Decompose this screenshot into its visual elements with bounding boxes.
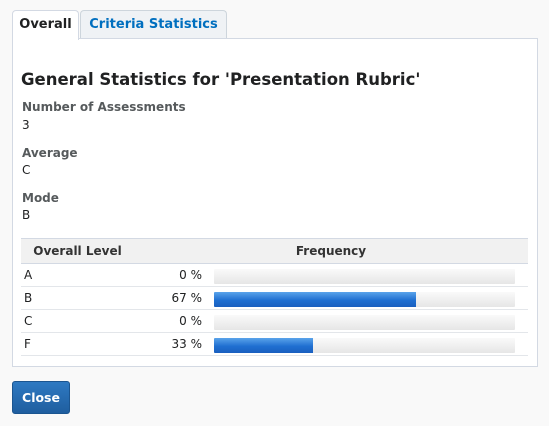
assessments-label: Number of Assessments [22, 100, 186, 114]
page-title: General Statistics for 'Presentation Rub… [21, 70, 421, 89]
level-cell: F [21, 332, 134, 356]
frequency-bar-cell [214, 309, 528, 333]
level-cell: A [21, 263, 134, 287]
assessments-value: 3 [22, 118, 30, 132]
frequency-bar-track [214, 291, 515, 307]
frequency-bar-cell [214, 332, 528, 356]
frequency-bar-track [214, 268, 515, 284]
table-header-row: Overall Level Frequency [21, 238, 528, 264]
average-value: C [22, 163, 31, 177]
column-header-frequency: Frequency [134, 238, 528, 264]
overall-panel: General Statistics for 'Presentation Rub… [12, 38, 538, 367]
table-row: F 33 % [21, 332, 528, 356]
column-header-overall-level: Overall Level [21, 238, 134, 264]
frequency-bar-track [214, 314, 515, 330]
percent-cell: 67 % [134, 286, 214, 310]
tab-criteria-statistics[interactable]: Criteria Statistics [80, 10, 227, 39]
tab-overall[interactable]: Overall [12, 10, 79, 40]
percent-cell: 0 % [134, 309, 214, 333]
frequency-bar-track [214, 337, 515, 353]
table-row: B 67 % [21, 286, 528, 310]
frequency-bar-fill [214, 291, 416, 307]
frequency-bar-fill [214, 337, 314, 353]
level-cell: B [21, 286, 134, 310]
mode-value: B [22, 208, 31, 222]
level-cell: C [21, 309, 134, 333]
frequency-bar-cell [214, 263, 528, 287]
mode-label: Mode [22, 191, 59, 205]
average-label: Average [22, 146, 78, 160]
percent-cell: 0 % [134, 263, 214, 287]
percent-cell: 33 % [134, 332, 214, 356]
frequency-bar-cell [214, 286, 528, 310]
close-button[interactable]: Close [12, 381, 70, 414]
